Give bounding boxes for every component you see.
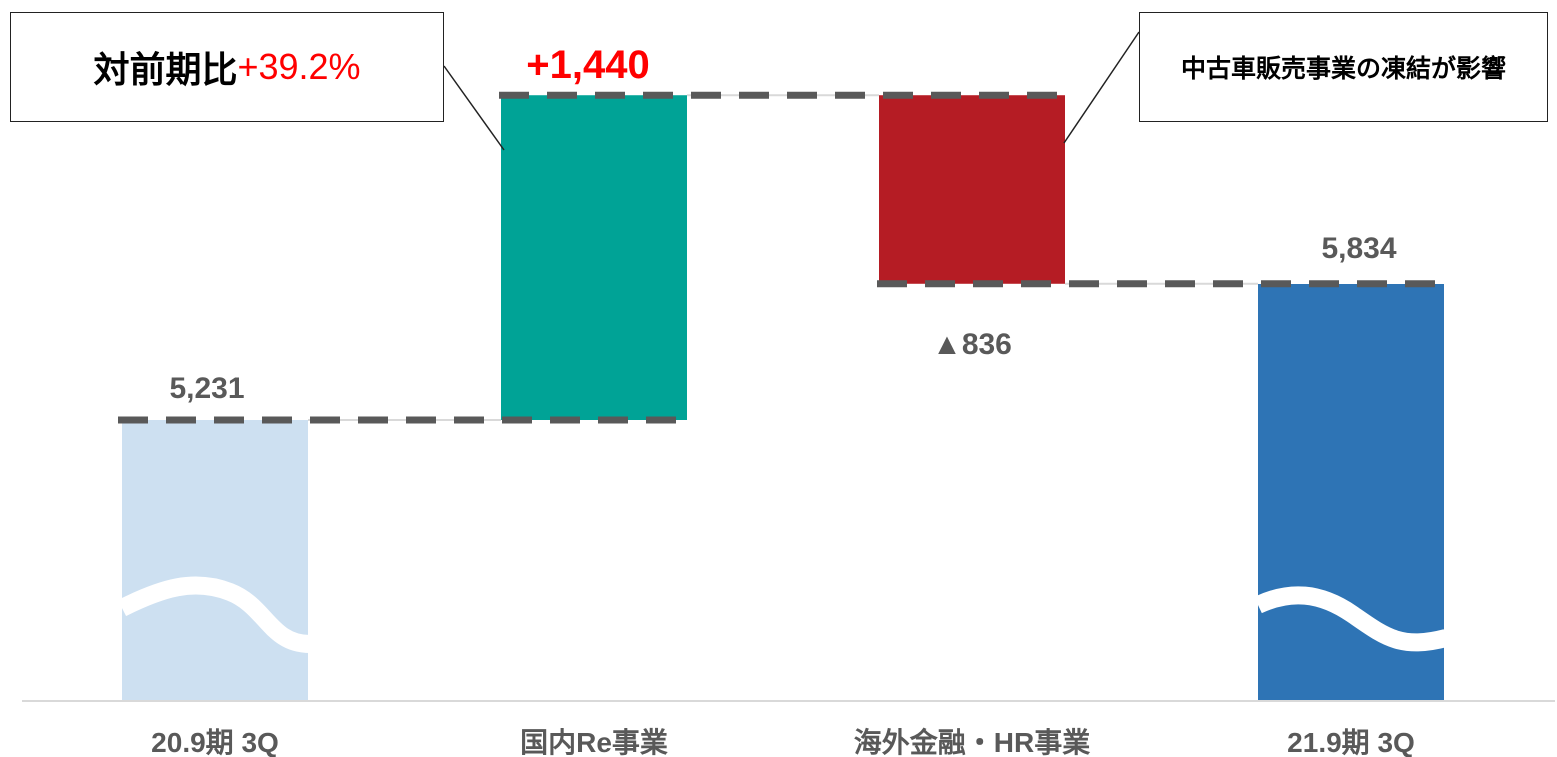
x-tick-label: 21.9期 3Q [1287, 727, 1415, 757]
callout-pointer [1063, 31, 1140, 144]
decrease-note-callout: 中古車販売事業の凍結が影響 [1139, 12, 1548, 122]
data-label: +1,440 [526, 43, 649, 87]
decrease-note: 中古車販売事業の凍結が影響 [1180, 55, 1506, 83]
bar [1258, 284, 1444, 700]
callout-pointer [443, 65, 505, 151]
x-tick-label: 20.9期 3Q [151, 727, 279, 757]
yoy-label: 対前期比 [93, 49, 238, 90]
x-tick-label: 海外金融・HR事業 [854, 726, 1090, 757]
axis-break-mark [117, 576, 311, 653]
axis-break-mark [1254, 586, 1449, 652]
x-tick-label: 国内Re事業 [520, 727, 668, 757]
data-label: 5,834 [1321, 232, 1396, 265]
bar [122, 420, 308, 700]
data-label: 5,231 [169, 372, 244, 405]
yoy-callout: 対前期比 +39.2% [10, 12, 444, 122]
yoy-value: +39.2% [237, 46, 361, 87]
bar [501, 95, 687, 420]
data-label: ▲836 [932, 328, 1012, 361]
bar [879, 95, 1065, 284]
